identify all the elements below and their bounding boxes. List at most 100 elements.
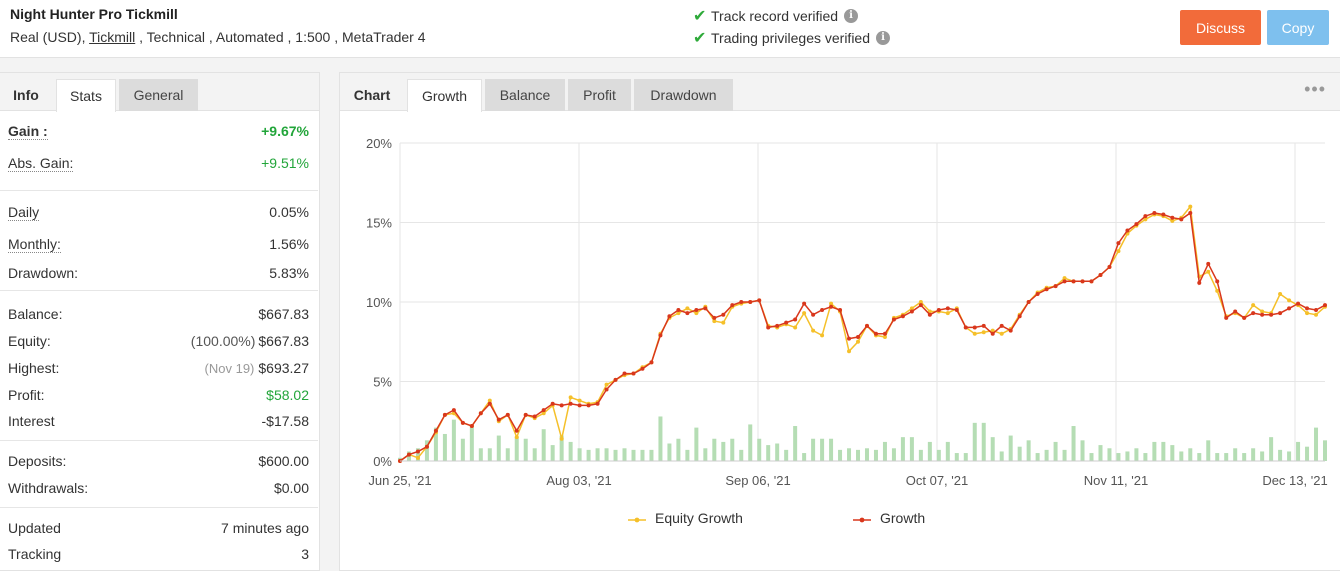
profit-label: Profit:: [8, 387, 45, 403]
info-icon[interactable]: i: [844, 9, 859, 23]
growth-point: [1278, 311, 1283, 316]
tab-drawdown[interactable]: Drawdown: [634, 79, 733, 111]
equity-point: [559, 436, 564, 441]
abs-gain-label[interactable]: Abs. Gain:: [8, 155, 74, 172]
bar: [838, 449, 843, 461]
growth-point: [802, 301, 807, 306]
copy-button[interactable]: Copy: [1267, 10, 1329, 45]
info-icon[interactable]: i: [876, 31, 890, 45]
gain-label[interactable]: Gain :: [8, 123, 48, 140]
discuss-button[interactable]: Discuss: [1180, 10, 1261, 45]
bar: [487, 448, 492, 461]
bar: [604, 448, 609, 461]
growth-point: [1242, 315, 1247, 320]
equity-point: [1278, 292, 1283, 297]
equity-point: [909, 306, 914, 311]
growth-point: [1116, 241, 1121, 246]
tab-profit[interactable]: Profit: [568, 79, 631, 111]
withdrawals-value: $0.00: [273, 480, 309, 496]
growth-point: [478, 411, 483, 416]
tab-balance[interactable]: Balance: [485, 79, 565, 111]
tab-chart[interactable]: Chart: [353, 87, 391, 103]
tracking-label: Tracking: [8, 546, 62, 562]
tab-general[interactable]: General: [119, 79, 198, 111]
growth-point: [963, 325, 968, 330]
growth-point: [1035, 292, 1040, 297]
account-title: Night Hunter Pro Tickmill: [10, 6, 178, 22]
tracking-group: Updated 7 minutes ago Tracking 3: [0, 508, 318, 571]
bar: [981, 422, 986, 461]
bar: [523, 438, 528, 461]
more-options-icon[interactable]: •••: [1304, 79, 1326, 99]
equity-point: [811, 328, 816, 333]
growth-point: [703, 306, 708, 311]
growth-point: [1089, 279, 1094, 284]
broker-link[interactable]: Tickmill: [89, 29, 136, 45]
tab-growth[interactable]: Growth: [407, 79, 482, 112]
bar: [882, 441, 887, 461]
growth-point: [433, 428, 438, 433]
bar: [1098, 445, 1103, 461]
chart-legend: Equity Growth Growth: [628, 510, 925, 526]
equity-point: [1260, 309, 1265, 314]
equity-point: [990, 328, 995, 333]
bar: [909, 437, 914, 461]
bar: [1125, 451, 1130, 461]
chart-grid: [399, 142, 1325, 462]
bar: [505, 448, 510, 461]
growth-point: [1296, 301, 1301, 306]
chart-panel: Chart Growth Balance Profit Drawdown •••…: [339, 72, 1340, 571]
growth-point: [550, 401, 555, 406]
growth-point: [784, 320, 789, 325]
growth-point: [927, 312, 932, 317]
growth-point: [424, 444, 429, 449]
x-tick-label: Oct 07, '21: [906, 473, 968, 488]
legend-equity-label[interactable]: Equity Growth: [655, 510, 743, 526]
growth-point: [900, 314, 905, 319]
legend-growth-label[interactable]: Growth: [880, 510, 925, 526]
withdrawals-label: Withdrawals:: [8, 480, 89, 496]
bar: [972, 422, 977, 461]
bar-series: [398, 416, 1327, 461]
growth-point: [811, 312, 816, 317]
monthly-value: 1.56%: [269, 236, 309, 252]
equity-point: [685, 306, 690, 311]
growth-point: [613, 377, 618, 382]
x-tick-label: Aug 03, '21: [546, 473, 611, 488]
bar: [451, 419, 456, 461]
growth-point: [918, 303, 923, 308]
deposits-row: Deposits: $600.00: [8, 453, 309, 473]
equity-point: [847, 349, 852, 354]
bar: [712, 438, 717, 461]
tab-info[interactable]: Info: [13, 87, 39, 103]
growth-point: [954, 307, 959, 312]
bar: [415, 448, 420, 461]
tracking-value: 3: [301, 546, 309, 562]
bar: [568, 441, 573, 461]
equity-point: [981, 330, 986, 335]
daily-label[interactable]: Daily: [8, 204, 40, 221]
bar: [577, 448, 582, 461]
growth-point: [640, 366, 645, 371]
bar: [1305, 446, 1310, 461]
monthly-label[interactable]: Monthly:: [8, 236, 61, 253]
bar: [739, 449, 744, 461]
balance-label: Balance:: [8, 306, 63, 322]
bar: [1134, 448, 1139, 461]
bar: [550, 445, 555, 461]
growth-point: [972, 325, 977, 330]
bar: [721, 441, 726, 461]
legend-growth-marker: [859, 517, 865, 523]
account-details: , Technical , Automated , 1:500 , MetaTr…: [135, 29, 426, 45]
equity-point: [1251, 303, 1256, 308]
tab-stats[interactable]: Stats: [56, 79, 116, 112]
bar: [1206, 440, 1211, 461]
drawdown-value: 5.83%: [269, 265, 309, 281]
bar: [775, 443, 780, 461]
equity-point: [1062, 276, 1067, 281]
x-tick-label: Dec 13, '21: [1262, 473, 1327, 488]
x-tick-label: Jun 25, '21: [368, 473, 431, 488]
highest-date: (Nov 19): [204, 361, 255, 376]
bar: [424, 440, 429, 461]
deposits-value: $600.00: [258, 453, 309, 469]
